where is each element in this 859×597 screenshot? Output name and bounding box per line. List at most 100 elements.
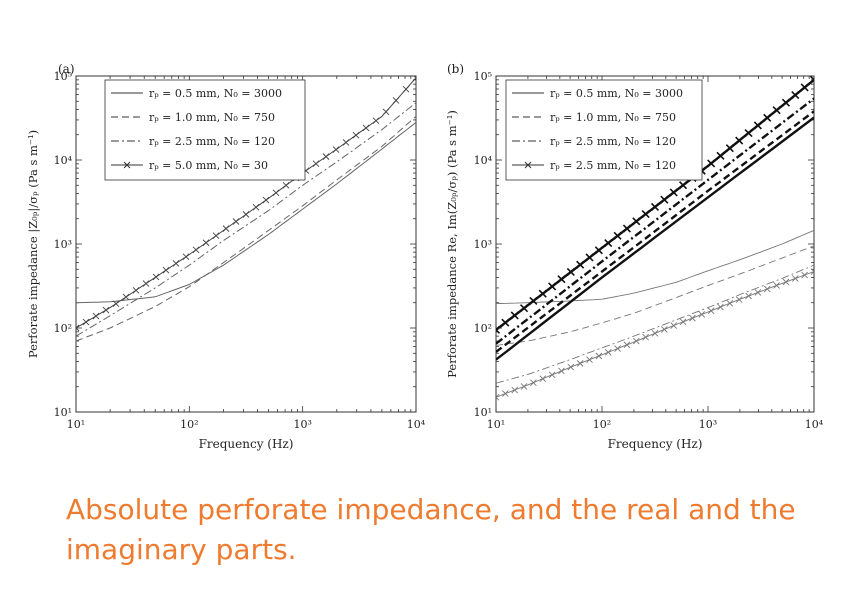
y-axis-label: Perforate impedance |Z₀ₚ|/σₚ (Pa s m⁻¹) <box>26 130 41 358</box>
y-tick-label: 10² <box>54 322 72 335</box>
series-point-marker <box>548 371 556 379</box>
series-point-marker <box>332 146 340 153</box>
series-point-marker <box>622 224 632 233</box>
series-point-marker <box>76 324 80 332</box>
series-point-marker <box>202 239 210 247</box>
series-point-marker <box>791 275 799 282</box>
series-point-marker <box>642 333 649 341</box>
series-line <box>76 116 416 342</box>
series-line <box>76 102 416 337</box>
series-point-marker <box>576 260 585 269</box>
series-point-marker <box>670 322 678 329</box>
x-axis-label: Frequency (Hz) <box>608 437 703 451</box>
series-line <box>496 116 814 361</box>
series-point-marker <box>716 151 725 160</box>
series-point-marker <box>809 76 814 84</box>
series-point-marker <box>586 356 593 364</box>
series-point-marker <box>530 379 537 386</box>
series-point-marker <box>726 299 734 307</box>
series-point-marker <box>402 85 410 93</box>
series-point-marker <box>272 189 280 197</box>
y-tick-label: 10³ <box>54 238 72 251</box>
y-tick-label: 10¹ <box>54 406 72 419</box>
panel-label: (b) <box>447 62 464 76</box>
y-tick-label: 10⁴ <box>474 154 493 167</box>
series-point-marker <box>382 108 390 116</box>
series-point-marker <box>745 292 752 300</box>
series-point-marker <box>262 196 270 204</box>
x-tick-label: 10⁴ <box>407 418 426 431</box>
series-point-marker <box>689 314 696 322</box>
series-point-marker <box>735 136 744 145</box>
legend: rₚ = 0.5 mm, N₀ = 3000 rₚ = 1.0 mm, N₀ = … <box>505 79 703 181</box>
series-point-marker <box>182 253 190 261</box>
series-point-marker <box>352 131 360 139</box>
series-point-marker <box>604 238 613 248</box>
series-point-marker <box>744 128 753 138</box>
series-point-marker <box>172 260 180 267</box>
series-point-marker <box>122 293 130 301</box>
series-point-marker <box>707 159 716 168</box>
series-point-marker <box>92 312 100 320</box>
series-point-marker <box>791 90 800 100</box>
series-point-marker <box>372 117 380 125</box>
series-point-marker <box>613 231 622 240</box>
series-point-marker <box>604 348 612 356</box>
series-point-marker <box>252 203 260 211</box>
series-point-marker <box>773 282 780 289</box>
series-point-marker <box>162 266 170 274</box>
series-line <box>496 264 814 384</box>
x-tick-label: 10³ <box>699 418 717 431</box>
series-point-marker <box>548 282 557 291</box>
x-tick-label: 10⁴ <box>805 418 824 431</box>
series-line <box>76 122 416 304</box>
series-point-marker <box>614 345 621 352</box>
series-point-marker <box>594 246 603 255</box>
series-point-marker <box>810 268 814 275</box>
series-point-marker <box>800 83 809 92</box>
series-point-marker <box>801 271 808 279</box>
series-point-marker <box>242 211 250 218</box>
x-tick-label: 10² <box>180 418 198 431</box>
legend-marker <box>524 161 532 169</box>
series-point-marker <box>576 360 584 367</box>
series-point-marker <box>511 386 519 394</box>
series-point-marker <box>661 326 668 333</box>
series-point-marker <box>132 286 140 294</box>
series-point-marker <box>529 296 538 305</box>
legend-label: rₚ = 2.5 mm, N₀ = 120 <box>149 135 275 148</box>
series-point-marker <box>102 306 110 314</box>
series-point-marker <box>725 144 734 153</box>
series-point-marker <box>312 160 320 167</box>
series-point-marker <box>342 139 350 146</box>
series-point-marker <box>192 246 200 254</box>
series-point-marker <box>735 296 743 303</box>
series-point-marker <box>496 393 500 401</box>
series-point-marker <box>82 318 90 326</box>
series-point-marker <box>669 188 678 197</box>
x-tick-label: 10¹ <box>67 418 85 431</box>
legend-label: rₚ = 1.0 mm, N₀ = 750 <box>149 111 275 124</box>
series-point-marker <box>623 341 631 349</box>
series-point-marker <box>520 383 528 390</box>
series-point-marker <box>678 181 688 190</box>
series-point-marker <box>212 232 220 240</box>
x-tick-label: 10³ <box>293 418 311 431</box>
series-point-marker <box>763 113 772 122</box>
y-tick-label: 10² <box>474 322 492 335</box>
series-point-marker <box>650 202 660 211</box>
x-tick-label: 10² <box>593 418 611 431</box>
legend-box <box>104 79 306 181</box>
series-point-marker <box>502 390 509 397</box>
series-line <box>496 97 814 345</box>
series-point-marker <box>519 304 529 313</box>
series-point-marker <box>112 300 120 307</box>
series-group <box>496 76 814 401</box>
series-point-marker <box>754 289 762 296</box>
axis-ticks <box>495 76 814 413</box>
y-tick-label: 10⁵ <box>54 70 72 83</box>
series-point-marker <box>501 318 510 327</box>
series-point-marker <box>782 278 790 286</box>
legend-label: rₚ = 1.0 mm, N₀ = 750 <box>550 111 676 124</box>
